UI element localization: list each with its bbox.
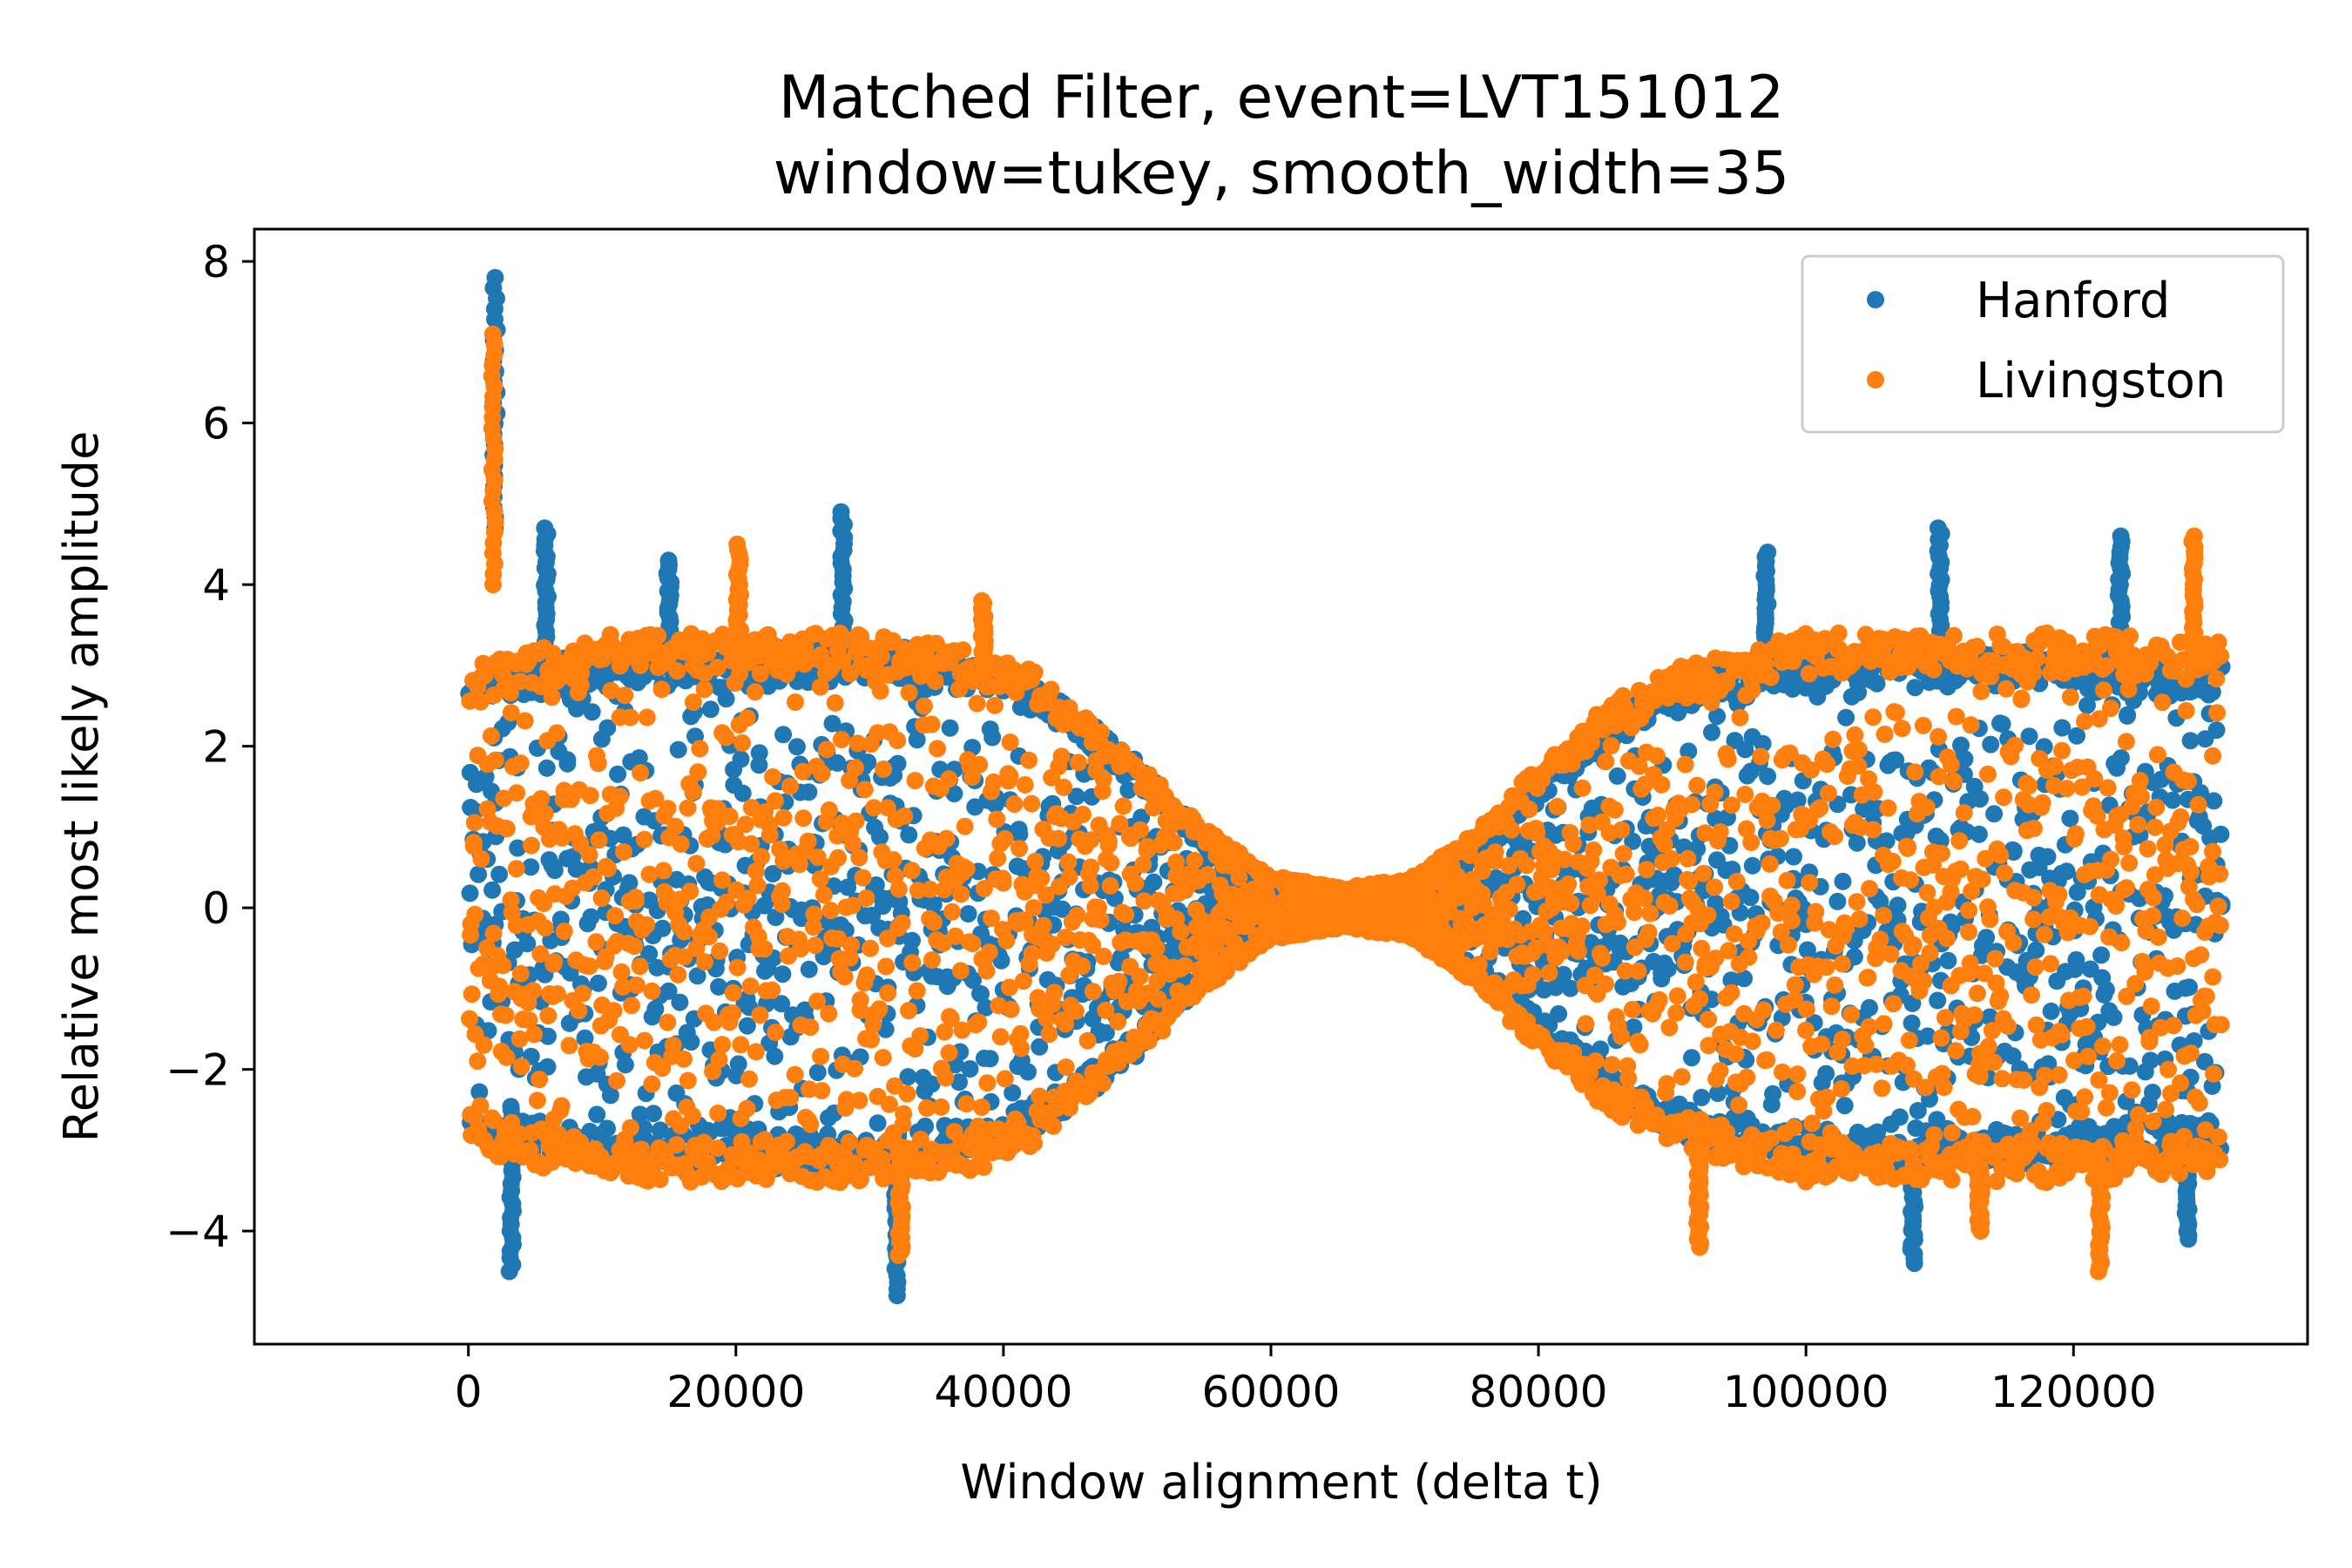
scatter-points-hanford — [460, 268, 2231, 1305]
x-axis-ticks: 0 20000 40000 60000 80000 100000 120000 — [455, 1344, 2157, 1417]
legend: Hanford Livingston — [1801, 254, 2285, 434]
chart-title: Matched Filter, event=LVT151012 — [779, 64, 1784, 132]
x-tick-label: 80000 — [1470, 1367, 1608, 1417]
x-tick-label: 100000 — [1723, 1367, 1889, 1417]
y-tick-label: 4 — [202, 560, 230, 611]
y-tick-label: 6 — [202, 399, 230, 449]
y-tick-label: 8 — [202, 237, 230, 287]
y-axis-ticks: −4 −2 0 2 4 6 8 — [166, 237, 254, 1257]
y-tick-label: 0 — [202, 883, 230, 934]
legend-label-livingston: Livingston — [1976, 353, 2226, 409]
x-tick-label: 120000 — [1990, 1367, 2157, 1417]
y-axis-label: Relative most likely amplitude — [54, 431, 109, 1143]
x-tick-label: 20000 — [666, 1367, 805, 1417]
series-hanford — [460, 268, 2231, 1305]
x-tick-label: 0 — [455, 1367, 483, 1417]
chart-subtitle: window=tukey, smooth_width=35 — [774, 139, 1790, 208]
legend-marker-livingston — [1867, 371, 1884, 389]
y-tick-label: −2 — [166, 1045, 230, 1096]
y-tick-label: 2 — [202, 722, 230, 773]
axes-frame — [253, 227, 2309, 1346]
legend-box — [1801, 254, 2285, 434]
legend-marker-hanford — [1867, 291, 1884, 308]
x-tick-label: 40000 — [934, 1367, 1072, 1417]
plot-points — [460, 268, 2231, 1305]
x-axis-label: Window alignment (delta t) — [960, 1455, 1602, 1510]
scatter-points-livingston — [461, 325, 2230, 1281]
y-tick-label: −4 — [166, 1206, 230, 1257]
legend-label-hanford: Hanford — [1976, 273, 2170, 329]
x-tick-label: 60000 — [1201, 1367, 1340, 1417]
series-livingston — [461, 325, 2230, 1281]
